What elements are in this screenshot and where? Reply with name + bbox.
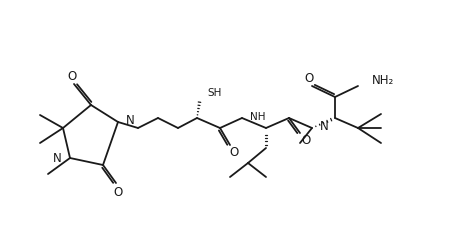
Text: N: N (53, 152, 62, 166)
Text: SH: SH (207, 88, 222, 98)
Text: N: N (320, 120, 329, 134)
Text: O: O (67, 70, 77, 82)
Text: O: O (229, 146, 239, 160)
Text: O: O (304, 72, 314, 84)
Text: NH: NH (250, 112, 266, 122)
Text: O: O (301, 134, 311, 146)
Text: NH₂: NH₂ (372, 74, 394, 86)
Text: N: N (126, 114, 135, 128)
Text: O: O (114, 185, 123, 199)
